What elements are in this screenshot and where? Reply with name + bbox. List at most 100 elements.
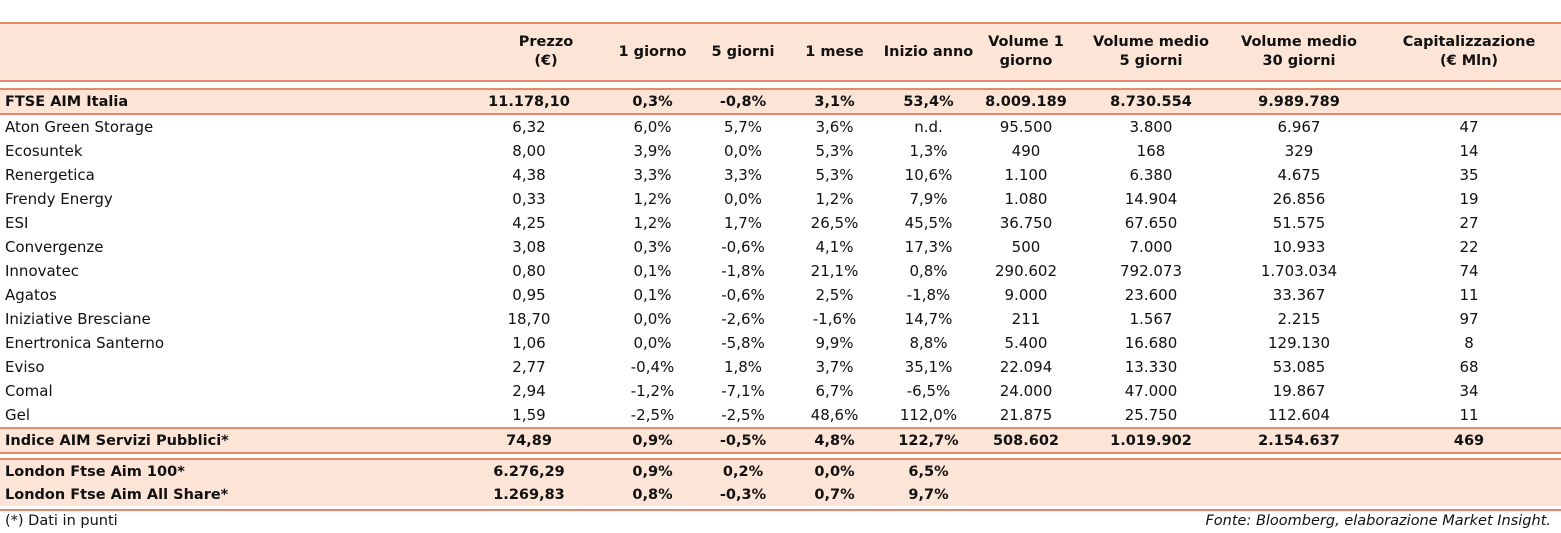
cell-name: Frendy Energy: [5, 190, 113, 208]
cell-var-1-giorno: 0,9%: [607, 458, 698, 483]
cell-volume-medio-5-giorni: [1076, 483, 1226, 506]
cell-var-1-mese: 4,8%: [788, 427, 881, 454]
cell-var-1-giorno: 0,0%: [633, 310, 672, 328]
cell-volume-medio-5-giorni: 16.680: [1124, 334, 1178, 352]
header-volume-1-line1: Volume 1: [988, 34, 1064, 50]
cell-var-1-mese: 48,6%: [810, 406, 859, 424]
cell-prezzo: 2,94: [512, 382, 546, 400]
index-row-london-ftse-aim-100: London Ftse Aim 100* 6.276,29 0,9% 0,2% 0,0%…: [0, 458, 1561, 483]
cell-volume-medio-5-giorni: 7.000: [1129, 238, 1173, 256]
cell-var-1-giorno: 1,2%: [633, 214, 672, 232]
cell-var-1-mese: 3,6%: [815, 118, 854, 136]
cell-var-1-mese: 3,7%: [815, 358, 854, 376]
cell-capitalizzazione: 74: [1459, 262, 1479, 280]
cell-volume-medio-5-giorni: 47.000: [1124, 382, 1178, 400]
cell-volume-medio-30-giorni: 51.575: [1272, 214, 1326, 232]
cell-name: London Ftse Aim All Share*: [0, 483, 485, 506]
cell-var-1-mese: 3,1%: [788, 88, 881, 115]
table-row: Ecosuntek 8,00 3,9% 0,0% 5,3% 1,3% 490 168 329 14: [0, 139, 1561, 163]
cell-volume-1-giorno: 36.750: [999, 214, 1053, 232]
cell-var-inizio-anno: n.d.: [914, 118, 943, 136]
cell-volume-1-giorno: 290.602: [994, 262, 1058, 280]
cell-volume-medio-5-giorni: 13.330: [1124, 358, 1178, 376]
cell-name: ESI: [5, 214, 29, 232]
cell-var-1-giorno: -1,2%: [630, 382, 675, 400]
cell-var-5-giorni: -5,8%: [721, 334, 765, 352]
cell-var-inizio-anno: 45,5%: [904, 214, 953, 232]
cell-var-1-giorno: 0,3%: [633, 238, 672, 256]
cell-prezzo: 1,06: [512, 334, 546, 352]
cell-var-5-giorni: 3,3%: [723, 166, 763, 184]
cell-volume-medio-30-giorni: 112.604: [1267, 406, 1331, 424]
cell-capitalizzazione: 8: [1464, 334, 1474, 352]
cell-capitalizzazione: 27: [1459, 214, 1479, 232]
cell-volume-1-giorno: 5.400: [1004, 334, 1048, 352]
cell-capitalizzazione: 68: [1459, 358, 1479, 376]
cell-name: London Ftse Aim 100*: [0, 458, 485, 483]
cell-name: Convergenze: [5, 238, 104, 256]
table-row: Eviso 2,77 -0,4% 1,8% 3,7% 35,1% 22.094 13.330 5…: [0, 355, 1561, 379]
cell-prezzo: 2,77: [512, 358, 546, 376]
table-row: Gel 1,59 -2,5% -2,5% 48,6% 112,0% 21.875 25.750…: [0, 403, 1561, 428]
cell-volume-medio-5-giorni: 25.750: [1124, 406, 1178, 424]
cell-var-1-mese: 0,0%: [788, 458, 881, 483]
cell-var-1-mese: 9,9%: [815, 334, 854, 352]
cell-capitalizzazione: 22: [1459, 238, 1479, 256]
cell-name: FTSE AIM Italia: [0, 88, 485, 115]
cell-capitalizzazione: 11: [1459, 286, 1479, 304]
footnote: (*) Dati in punti: [5, 513, 118, 529]
header-volume-30: Volume medio 30 giorni: [1226, 22, 1372, 82]
cell-var-inizio-anno: 112,0%: [899, 406, 958, 424]
cell-var-1-giorno: 0,9%: [607, 427, 698, 454]
cell-name: Innovatec: [5, 262, 80, 280]
cell-var-5-giorni: 1,7%: [723, 214, 763, 232]
cell-prezzo: 6.276,29: [485, 458, 607, 483]
cell-volume-medio-30-giorni: [1226, 458, 1372, 483]
cell-var-inizio-anno: -6,5%: [906, 382, 951, 400]
cell-var-5-giorni: -2,6%: [721, 310, 765, 328]
cell-var-inizio-anno: 7,9%: [909, 190, 948, 208]
table-row: ESI 4,25 1,2% 1,7% 26,5% 45,5% 36.750 67.650 51.…: [0, 211, 1561, 235]
cell-volume-medio-30-giorni: 53.085: [1272, 358, 1326, 376]
cell-capitalizzazione: [1372, 88, 1561, 115]
cell-volume-1-giorno: 24.000: [999, 382, 1053, 400]
cell-var-1-giorno: 1,2%: [633, 190, 672, 208]
cell-capitalizzazione: [1372, 483, 1561, 506]
cell-var-5-giorni: -0,3%: [698, 483, 788, 506]
cell-var-1-mese: 1,2%: [815, 190, 854, 208]
cell-var-5-giorni: 0,0%: [723, 142, 763, 160]
cell-volume-medio-5-giorni: 1.019.902: [1076, 427, 1226, 454]
cell-volume-1-giorno: 490: [1011, 142, 1041, 160]
cell-var-1-mese: 6,7%: [815, 382, 854, 400]
cell-name: Renergetica: [5, 166, 95, 184]
cell-volume-medio-5-giorni: 3.800: [1129, 118, 1173, 136]
cell-prezzo: 18,70: [507, 310, 551, 328]
header-cap-line2: (€ Mln): [1439, 53, 1499, 69]
cell-var-5-giorni: 0,2%: [698, 458, 788, 483]
cell-var-inizio-anno: 14,7%: [904, 310, 953, 328]
table-row: Convergenze 3,08 0,3% -0,6% 4,1% 17,3% 500 7.00…: [0, 235, 1561, 259]
cell-prezzo: 4,38: [512, 166, 546, 184]
cell-var-inizio-anno: 17,3%: [904, 238, 953, 256]
header-volume-1-line2: giorno: [999, 53, 1053, 69]
cell-volume-medio-30-giorni: 10.933: [1272, 238, 1326, 256]
cell-name: Eviso: [5, 358, 45, 376]
cell-volume-1-giorno: 22.094: [999, 358, 1053, 376]
index-row-aim-servizi-pubblici: Indice AIM Servizi Pubblici* 74,89 0,9% -0,…: [0, 427, 1561, 454]
cell-volume-1-giorno: 1.080: [1004, 190, 1048, 208]
header-inizio-anno: Inizio anno: [881, 22, 976, 82]
cell-var-1-giorno: 0,1%: [633, 286, 672, 304]
cell-prezzo: 0,33: [512, 190, 546, 208]
cell-var-1-giorno: 3,9%: [633, 142, 672, 160]
table-footer: (*) Dati in punti Fonte: Bloomberg, elab…: [0, 509, 1561, 533]
cell-var-inizio-anno: 53,4%: [881, 88, 976, 115]
cell-var-inizio-anno: 8,8%: [909, 334, 948, 352]
cell-prezzo: 0,95: [512, 286, 546, 304]
table-row: Frendy Energy 0,33 1,2% 0,0% 1,2% 7,9% 1.080 14…: [0, 187, 1561, 211]
header-volume-5-line2: 5 giorni: [1119, 53, 1183, 69]
cell-var-1-mese: 2,5%: [815, 286, 854, 304]
table-row: Comal 2,94 -1,2% -7,1% 6,7% -6,5% 24.000 47.000…: [0, 379, 1561, 403]
table-row: Enertronica Santerno 1,06 0,0% -5,8% 9,9% 8,8…: [0, 331, 1561, 355]
cell-volume-medio-5-giorni: 6.380: [1129, 166, 1173, 184]
cell-capitalizzazione: 11: [1459, 406, 1479, 424]
